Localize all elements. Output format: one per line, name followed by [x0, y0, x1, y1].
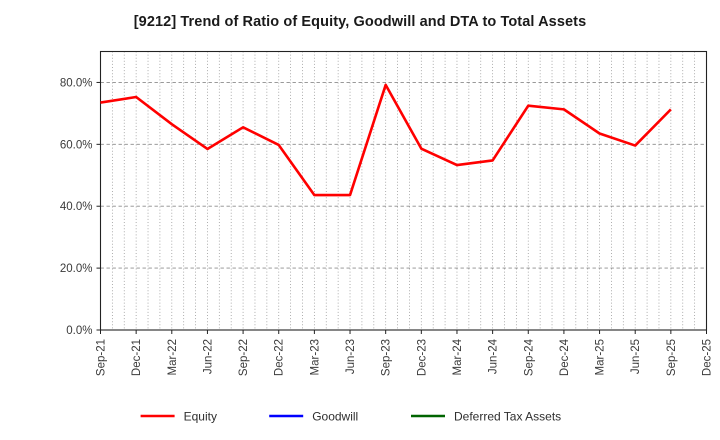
x-axis-tick-label: Sep-24	[523, 338, 535, 376]
x-axis-tick-label: Mar-25	[595, 339, 607, 375]
y-axis-ticks	[96, 81, 101, 331]
legend-label: Deferred Tax Assets	[454, 410, 561, 424]
x-axis-tick-label: Dec-22	[274, 339, 286, 376]
y-axis-tick-label: 60.0%	[60, 139, 93, 151]
y-axis-tick-label: 80.0%	[60, 77, 93, 89]
data-series-layer	[100, 83, 672, 197]
legend-label: Equity	[184, 410, 217, 424]
x-axis-tick-label: Dec-23	[416, 339, 428, 376]
y-axis-labels: 0.0% 20.0% 40.0% 60.0% 80.0%	[60, 77, 93, 337]
x-axis-tick-label: Sep-23	[381, 339, 393, 376]
x-axis-tick-label: Mar-23	[309, 339, 321, 375]
x-axis-tick-label: Jun-22	[202, 339, 214, 374]
x-axis-ticks	[100, 330, 707, 334]
x-axis-labels: Sep-21 Dec-21 Mar-22 Jun-22 Sep-22 Dec-22 Mar-…	[96, 338, 714, 376]
x-axis-tick-label: Dec-25	[702, 339, 714, 376]
x-axis-tick-label: Mar-22	[167, 339, 179, 375]
horizontal-gridlines	[100, 81, 707, 269]
x-axis-tick-label: Dec-24	[559, 338, 571, 376]
x-axis-tick-label: Mar-24	[452, 338, 464, 375]
legend-label: Goodwill	[312, 410, 358, 424]
y-axis-tick-label: 0.0%	[66, 325, 92, 337]
y-axis-tick-label: 40.0%	[60, 201, 93, 213]
x-axis-tick-label: Jun-25	[630, 339, 642, 374]
x-axis-tick-label: Jun-23	[345, 339, 357, 374]
y-axis-tick-label: 20.0%	[60, 263, 93, 275]
minor-gridlines	[111, 51, 696, 330]
x-axis-tick-label: Jun-24	[488, 338, 500, 374]
x-axis-tick-label: Sep-21	[96, 339, 108, 376]
x-axis-tick-label: Sep-22	[238, 339, 250, 376]
x-axis-tick-label: Sep-25	[666, 339, 678, 376]
series-line-equity	[100, 83, 672, 197]
x-axis-tick-label: Dec-21	[131, 339, 143, 376]
chart-legend: Equity Goodwill Deferred Tax Assets	[140, 410, 561, 424]
chart-title: [9212] Trend of Ratio of Equity, Goodwil…	[133, 14, 587, 30]
plot-frame	[99, 50, 708, 331]
